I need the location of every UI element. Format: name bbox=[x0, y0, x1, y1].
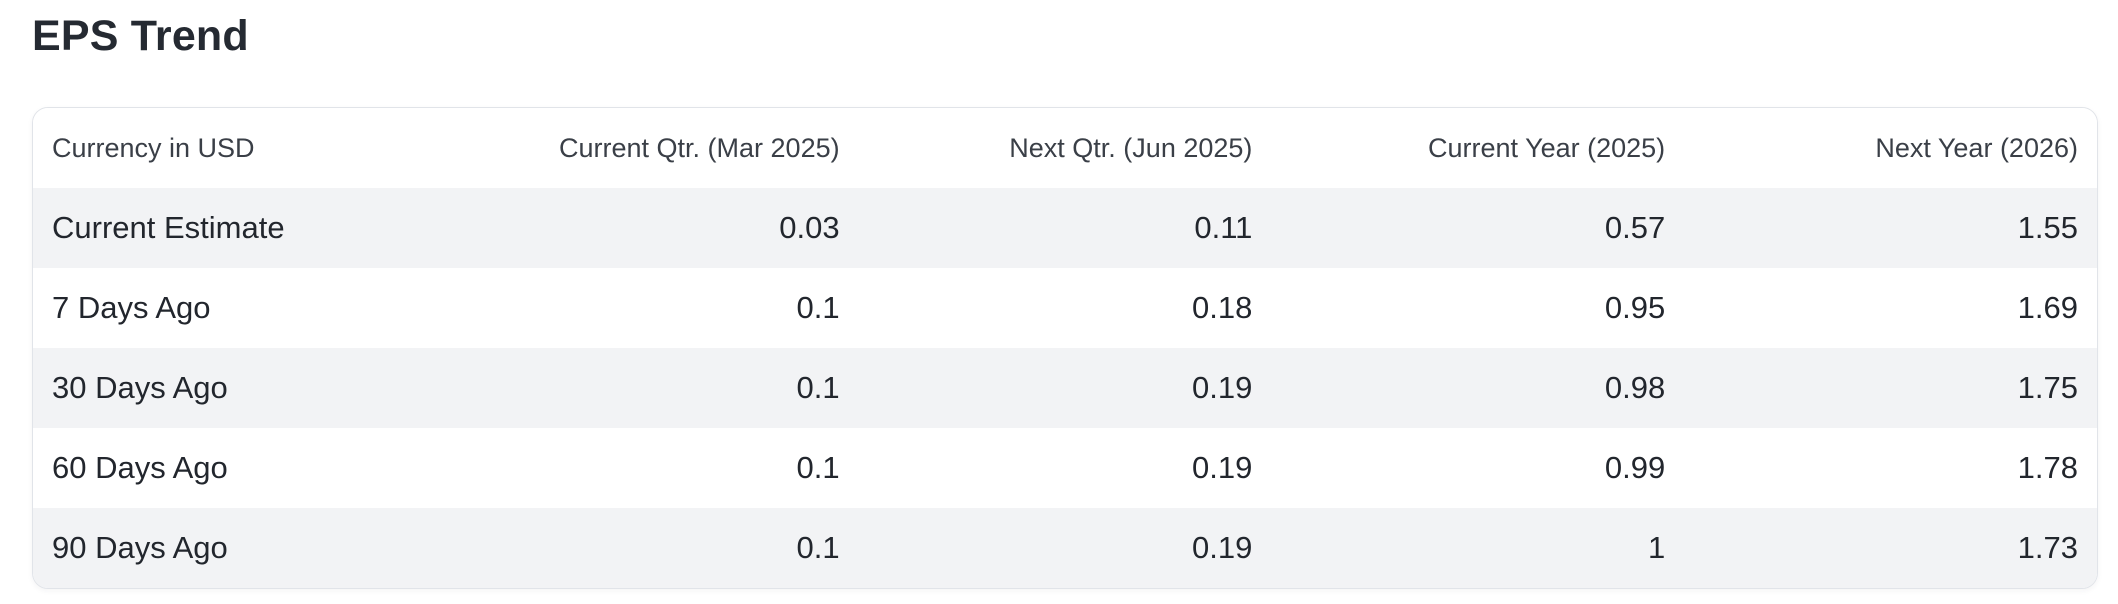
table-body: Current Estimate 0.03 0.11 0.57 1.55 7 D… bbox=[33, 188, 2097, 588]
table-row-7-days-ago: 7 Days Ago 0.1 0.18 0.95 1.69 bbox=[33, 268, 2097, 348]
row-label: 30 Days Ago bbox=[52, 370, 228, 405]
cell-value: 0.19 bbox=[1192, 450, 1253, 485]
header-row: Currency in USD Current Qtr. (Mar 2025) … bbox=[33, 108, 2097, 188]
eps-trend-card: Currency in USD Current Qtr. (Mar 2025) … bbox=[32, 107, 2098, 589]
table-row-30-days-ago: 30 Days Ago 0.1 0.19 0.98 1.75 bbox=[33, 348, 2097, 428]
table-row-current-estimate: Current Estimate 0.03 0.11 0.57 1.55 bbox=[33, 188, 2097, 268]
table-header: Currency in USD Current Qtr. (Mar 2025) … bbox=[33, 108, 2097, 188]
cell-value: 0.19 bbox=[1192, 530, 1253, 565]
cell-value: 0.03 bbox=[779, 210, 840, 245]
cell-value: 1.69 bbox=[2017, 290, 2078, 325]
cell-value: 0.18 bbox=[1192, 290, 1253, 325]
cell-value: 1.78 bbox=[2017, 450, 2078, 485]
eps-trend-section: EPS Trend Currency in USD Current Qtr. (… bbox=[32, 12, 2098, 589]
column-header-current-qtr: Current Qtr. (Mar 2025) bbox=[445, 108, 859, 188]
cell-value: 0.19 bbox=[1192, 370, 1253, 405]
column-header-current-year: Current Year (2025) bbox=[1271, 108, 1685, 188]
column-header-next-year: Next Year (2026) bbox=[1684, 108, 2097, 188]
row-label: 90 Days Ago bbox=[52, 530, 228, 565]
row-label: Current Estimate bbox=[52, 210, 285, 245]
cell-value: 0.98 bbox=[1604, 370, 1666, 405]
row-label: 7 Days Ago bbox=[52, 290, 211, 325]
table-row-60-days-ago: 60 Days Ago 0.1 0.19 0.99 1.78 bbox=[33, 428, 2097, 508]
cell-value: 1 bbox=[1647, 530, 1666, 565]
row-label: 60 Days Ago bbox=[52, 450, 228, 485]
cell-value: 0.1 bbox=[796, 370, 840, 405]
table-row-90-days-ago: 90 Days Ago 0.1 0.19 1 1.73 bbox=[33, 508, 2097, 588]
cell-value: 0.95 bbox=[1604, 290, 1666, 325]
cell-value: 0.1 bbox=[796, 450, 840, 485]
cell-value: 0.11 bbox=[1194, 210, 1253, 245]
column-header-next-qtr: Next Qtr. (Jun 2025) bbox=[858, 108, 1272, 188]
section-title: EPS Trend bbox=[32, 12, 249, 60]
eps-trend-table: Currency in USD Current Qtr. (Mar 2025) … bbox=[33, 108, 2097, 588]
cell-value: 1.73 bbox=[2017, 530, 2078, 565]
cell-value: 0.99 bbox=[1604, 450, 1666, 485]
cell-value: 0.1 bbox=[796, 290, 840, 325]
cell-value: 0.57 bbox=[1604, 210, 1666, 245]
cell-value: 0.1 bbox=[796, 530, 840, 565]
cell-value: 1.75 bbox=[2017, 370, 2078, 405]
column-header-currency: Currency in USD bbox=[33, 108, 446, 188]
cell-value: 1.55 bbox=[2017, 210, 2078, 245]
